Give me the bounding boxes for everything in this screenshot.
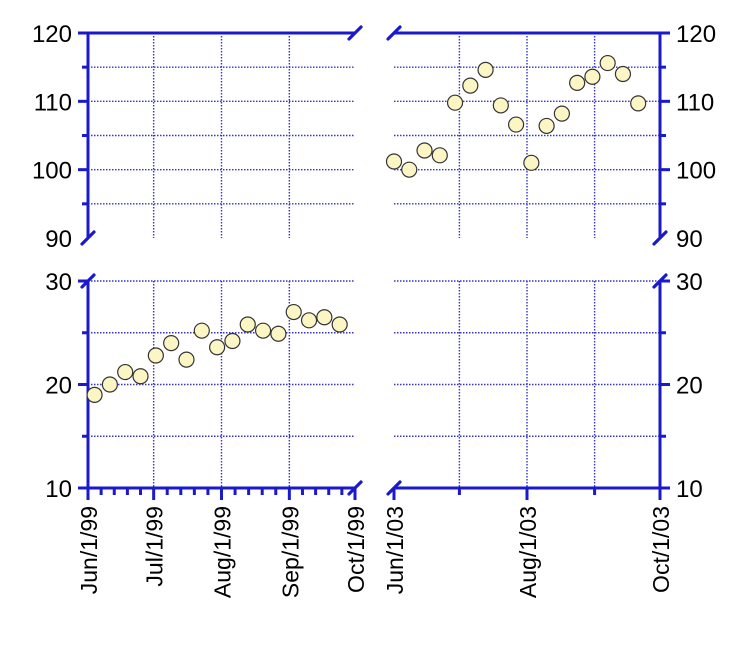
data-point-right <box>385 153 403 170</box>
axis-break-mark <box>347 25 363 41</box>
axis-break-mark <box>386 25 402 41</box>
x-tick-label: Oct/1/99 <box>343 506 369 593</box>
data-point-right <box>431 147 448 164</box>
y-tick-label: 120 <box>32 21 72 48</box>
y-tick-label: 110 <box>676 89 714 116</box>
marker-layer <box>86 54 647 403</box>
grid-layer <box>88 32 660 488</box>
x-tick-label: Aug/1/99 <box>210 506 236 598</box>
y-tick-label: 30 <box>676 269 703 296</box>
y-tick-label: 120 <box>676 21 716 48</box>
data-point-left <box>224 332 241 350</box>
data-point-left <box>285 303 302 321</box>
data-point-left <box>209 339 226 356</box>
x-tick-label: Jun/1/99 <box>76 506 102 594</box>
data-point-left <box>163 335 180 352</box>
data-point-right <box>599 54 616 72</box>
data-point-right <box>523 154 540 171</box>
data-point-left <box>147 347 164 364</box>
data-point-right <box>416 142 433 159</box>
data-point-left <box>239 316 256 333</box>
data-point-right <box>584 68 601 85</box>
data-point-left <box>132 368 149 385</box>
data-point-right <box>477 61 494 79</box>
x-tick-label: Oct/1/03 <box>648 506 674 593</box>
y-tick-label: 20 <box>676 373 703 400</box>
data-point-left <box>270 325 287 342</box>
data-point-right <box>401 161 418 178</box>
data-point-right <box>630 95 647 112</box>
data-point-left <box>193 322 210 339</box>
y-tick-label: 90 <box>45 226 72 253</box>
y-tick-label: 10 <box>676 476 703 503</box>
data-point-right <box>492 97 509 114</box>
data-point-right <box>507 116 525 133</box>
axis-layer <box>78 25 670 500</box>
data-point-left <box>316 309 333 326</box>
axis-break-mark <box>652 230 668 246</box>
y-tick-label: 20 <box>45 373 72 400</box>
y-tick-label: 110 <box>34 89 72 116</box>
y-tick-label: 90 <box>676 226 703 253</box>
y-tick-label: 100 <box>676 158 716 185</box>
data-point-right <box>462 77 479 94</box>
data-point-left <box>254 322 272 339</box>
data-point-left <box>300 312 318 329</box>
data-point-right <box>553 105 570 122</box>
x-tick-label: Sep/1/99 <box>277 506 303 598</box>
data-point-left <box>331 316 348 333</box>
data-point-right <box>538 117 555 135</box>
axis-break-mark <box>80 230 96 246</box>
data-point-right <box>569 74 586 91</box>
y-tick-label: 10 <box>45 476 72 503</box>
y-tick-label: 30 <box>45 269 72 296</box>
y-tick-label: 100 <box>32 158 72 185</box>
data-point-right <box>446 94 464 111</box>
x-tick-label: Jun/1/03 <box>382 506 408 594</box>
label-layer: 90 90 100 100 110 110 120 120 10 10 20 20 30 30 Jun/1/… <box>32 21 716 598</box>
data-point-left <box>117 363 134 381</box>
data-point-left <box>86 386 103 403</box>
x-tick-label: Aug/1/03 <box>515 506 541 598</box>
data-point-left <box>101 376 118 393</box>
data-point-right <box>614 65 632 83</box>
x-tick-label: Jul/1/99 <box>142 506 168 587</box>
data-point-left <box>178 351 195 368</box>
